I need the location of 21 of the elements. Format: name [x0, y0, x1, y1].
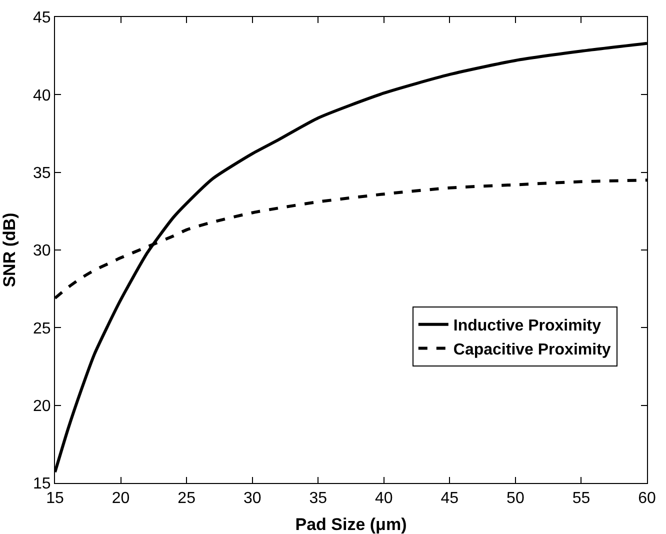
y-tick-label: 30: [33, 242, 51, 260]
x-tick-label: 55: [572, 490, 590, 508]
x-axis-title: Pad Size (μm): [295, 515, 407, 534]
x-tick-label: 40: [374, 490, 393, 508]
x-tick-label: 20: [112, 490, 130, 508]
x-tick-label: 35: [309, 490, 328, 508]
legend-label: Capacitive Proximity: [453, 341, 611, 358]
y-tick-label: 45: [33, 10, 51, 27]
x-tick-label: 30: [243, 490, 262, 508]
y-tick-label: 20: [33, 398, 51, 415]
x-tick-label: 15: [46, 490, 64, 508]
y-tick-label: 35: [33, 164, 51, 182]
x-tick-label: 45: [440, 490, 459, 508]
x-tick-label: 50: [506, 490, 524, 508]
x-tick-label: 25: [178, 490, 196, 508]
y-axis-title: SNR (dB): [0, 212, 19, 288]
y-tick-label: 15: [33, 476, 51, 493]
y-tick-label: 40: [33, 87, 51, 104]
legend-label: Inductive Proximity: [453, 318, 602, 335]
y-tick-label: 25: [33, 320, 51, 338]
x-tick-label: 60: [638, 490, 656, 508]
